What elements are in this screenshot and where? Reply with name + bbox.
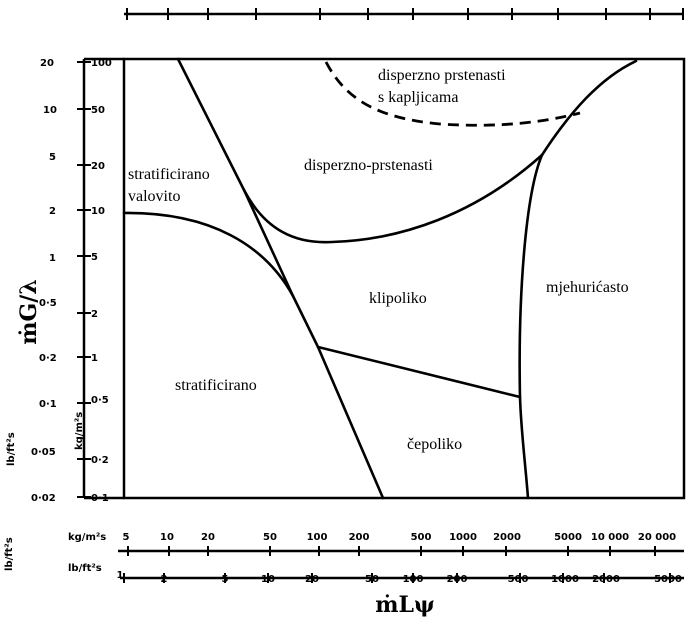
y-axis-ticks xyxy=(77,61,91,498)
y-inner-tick-label: 100 xyxy=(91,58,112,69)
y-inner-tick-label: 0·5 xyxy=(91,395,109,406)
x-row2-tick-label: 50 xyxy=(365,574,379,585)
x-row1-tick-label: 10 xyxy=(160,532,174,543)
x-row1-tick-label: 50 xyxy=(263,532,277,543)
x-row2-tick-labels: 1 2 5 10 20 50 100 200 500 1000 2000 500… xyxy=(117,570,682,585)
y-outer-tick-label: 0·02 xyxy=(31,493,56,504)
x-row2-tick-label: 5000 xyxy=(654,574,682,585)
y-inner-tick-label: 5 xyxy=(91,252,98,263)
y-axis-title: ṁG/λ xyxy=(16,279,42,345)
y-inner-tick-label: 0·1 xyxy=(91,493,109,504)
flow-regime-boundaries xyxy=(122,57,638,500)
x-row1-tick-label: 5000 xyxy=(554,532,582,543)
bubbly-left-boundary xyxy=(518,153,544,500)
bubbly-upper-boundary xyxy=(540,59,638,157)
region-label-dispersed-droplets-1: disperzno prstenasti xyxy=(378,67,506,84)
y-outer-tick-label: 10 xyxy=(43,105,57,116)
x-row1-tick-label: 100 xyxy=(307,532,328,543)
x-row1-tick-label: 10 000 xyxy=(591,532,629,543)
x-row2-tick-label: 500 xyxy=(508,574,529,585)
x-row2-tick-label: 200 xyxy=(447,574,468,585)
y-outer-tick-label: 5 xyxy=(49,152,56,163)
x-row1-tick-label: 2000 xyxy=(493,532,521,543)
region-label-slug: klipoliko xyxy=(369,290,427,307)
annular-lower-boundary xyxy=(242,153,544,244)
x-row1-unit-label: kg/m²s xyxy=(68,532,106,543)
x-row1-tick-label: 1000 xyxy=(449,532,477,543)
region-label-dispersed-droplets-2: s kapljicama xyxy=(378,89,458,106)
x-row1-tick-label: 5 xyxy=(123,532,130,543)
y-outer-tick-label: 2 xyxy=(49,206,56,217)
x-axis-title: ṁLψ xyxy=(375,592,434,618)
y-outer-unit-label: lb/ft²s xyxy=(6,432,17,466)
x-row2-tick-label: 5 xyxy=(222,574,229,585)
region-labels: stratificirano valovito disperzno prsten… xyxy=(128,67,629,453)
y-inner-tick-label: 10 xyxy=(91,206,105,217)
slug-plug-boundary xyxy=(316,345,522,399)
x-row1-tick-label: 500 xyxy=(411,532,432,543)
plot-frame xyxy=(122,57,686,500)
region-label-stratified-wavy-2: valovito xyxy=(128,188,180,205)
y-inner-tick-label: 0·2 xyxy=(91,455,109,466)
dispersed-droplets-boundary xyxy=(324,61,581,127)
x-row2-tick-label: 2000 xyxy=(592,574,620,585)
x-row2-tick-label: 10 xyxy=(261,574,275,585)
region-label-stratified-wavy-1: stratificirano xyxy=(128,166,210,183)
region-label-bubbly: mjehurićasto xyxy=(546,279,629,296)
y-outer-tick-label: 0·1 xyxy=(39,399,57,410)
y-inner-unit-label: kg/m²s xyxy=(74,412,85,450)
y-outer-tick-label: 20 xyxy=(40,58,54,69)
x-left-unit-label: lb/ft²s xyxy=(4,537,15,571)
x-row1-tick-label: 20 000 xyxy=(638,532,676,543)
x-row2-unit-label: lb/ft²s xyxy=(68,563,102,574)
y-outer-tick-label: 0·2 xyxy=(39,353,57,364)
x-row2-tick-label: 20 xyxy=(305,574,319,585)
y-inner-tick-label: 2 xyxy=(91,309,98,320)
x-row2-tick-label: 1000 xyxy=(551,574,579,585)
x-row1-tick-label: 200 xyxy=(349,532,370,543)
x-row1-tick-labels: 5 10 20 50 100 200 500 1000 2000 5000 10… xyxy=(123,532,677,543)
y-outer-tick-label: 0·05 xyxy=(31,447,56,458)
stratified-wavy-boundary xyxy=(122,211,295,298)
y-outer-tick-label: 1 xyxy=(49,253,56,264)
y-outer-tick-labels: 20 10 5 2 1 0·5 0·2 0·1 0·05 0·02 xyxy=(31,58,57,504)
y-inner-tick-label: 1 xyxy=(91,353,98,364)
y-inner-tick-label: 20 xyxy=(91,161,105,172)
y-outer-tick-label: 0·5 xyxy=(39,298,57,309)
region-label-dispersed-annular: disperzno-prstenasti xyxy=(304,157,433,174)
x-axis-rows xyxy=(118,546,684,583)
y-inner-tick-labels: 100 50 20 10 5 2 1 0·5 0·2 0·1 xyxy=(91,58,112,504)
x-row2-tick-label: 2 xyxy=(161,574,168,585)
x-row2-tick-label: 1 xyxy=(117,570,124,581)
y-inner-tick-label: 50 xyxy=(91,105,105,116)
x-row1-tick-label: 20 xyxy=(201,532,215,543)
region-label-stratified: stratificirano xyxy=(175,377,257,394)
region-label-plug: čepoliko xyxy=(407,436,462,453)
x-row2-tick-label: 100 xyxy=(403,574,424,585)
top-axis xyxy=(124,8,684,20)
